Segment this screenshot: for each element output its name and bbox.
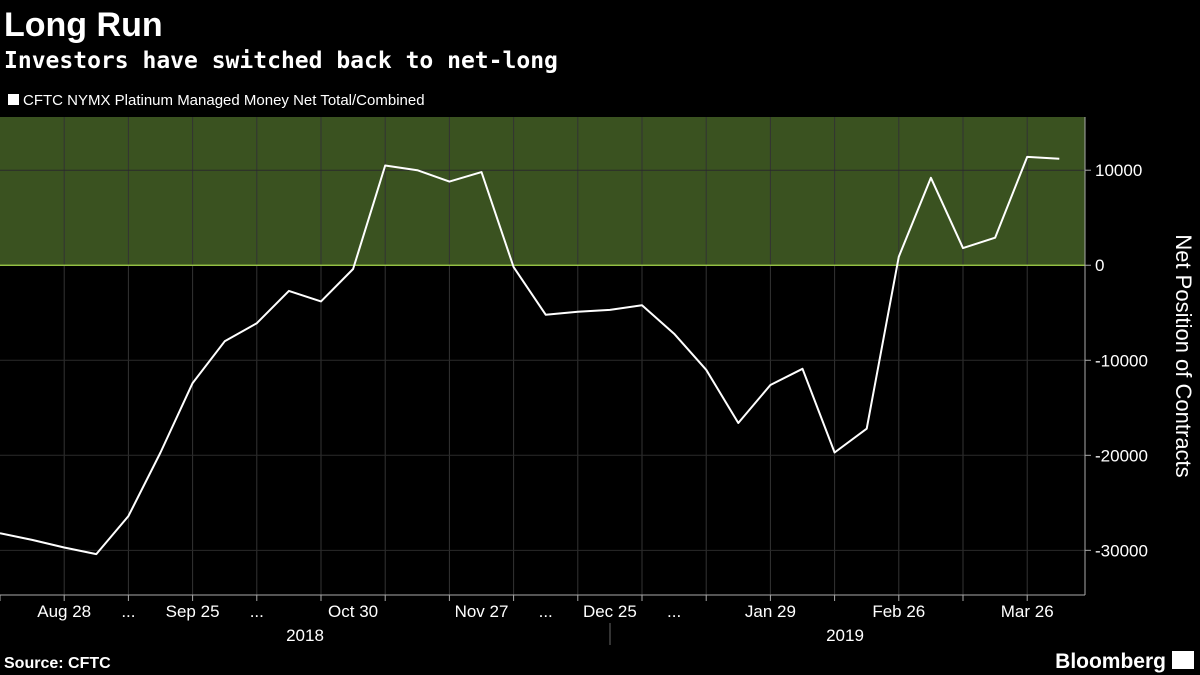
x-tick-label: Mar 26 <box>1001 602 1054 621</box>
x-tick-label: Dec 25 <box>583 602 637 621</box>
legend-swatch <box>8 94 19 105</box>
chart-title: Long Run <box>4 6 163 44</box>
brand-icon <box>1172 651 1194 669</box>
y-tick-label: -30000 <box>1095 541 1148 560</box>
x-group-label: 2018 <box>286 626 324 645</box>
y-tick-label: 0 <box>1095 256 1104 275</box>
positive-region <box>0 117 1085 266</box>
x-tick-label: ... <box>121 602 135 621</box>
brand: Bloomberg <box>1055 650 1166 673</box>
x-tick-label: Oct 30 <box>328 602 378 621</box>
x-tick-label: ... <box>539 602 553 621</box>
legend-label: CFTC NYMX Platinum Managed Money Net Tot… <box>23 92 425 109</box>
chart-subtitle: Investors have switched back to net-long <box>4 48 558 74</box>
x-tick-label: ... <box>667 602 681 621</box>
y-tick-label: -10000 <box>1095 351 1148 370</box>
x-group-label: 2019 <box>826 626 864 645</box>
y-tick-label: -20000 <box>1095 446 1148 465</box>
y-tick-label: 10000 <box>1095 161 1142 180</box>
x-tick-label: Aug 28 <box>37 602 91 621</box>
x-tick-label: Nov 27 <box>455 602 509 621</box>
y-axis-label: Net Position of Contracts <box>1171 234 1196 477</box>
x-tick-label: Feb 26 <box>872 602 925 621</box>
x-tick-label: ... <box>250 602 264 621</box>
x-tick-label: Sep 25 <box>166 602 220 621</box>
source: Source: CFTC <box>4 655 111 672</box>
x-tick-label: Jan 29 <box>745 602 796 621</box>
series-line <box>0 155 1060 556</box>
